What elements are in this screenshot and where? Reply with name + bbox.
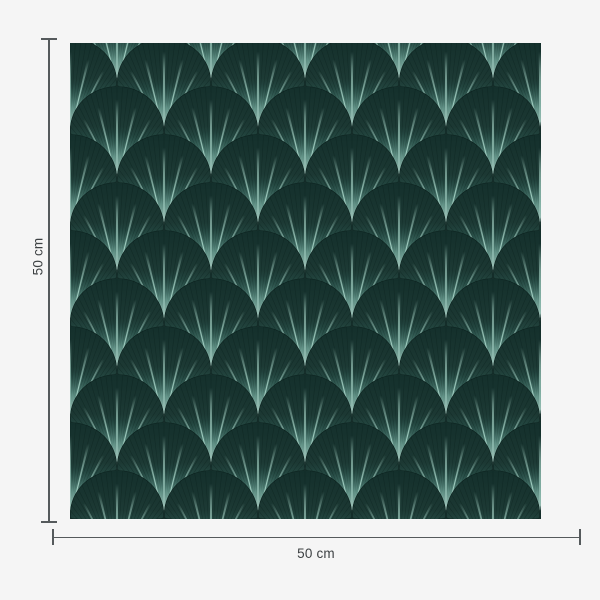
vertical-dimension-cap-top	[41, 38, 57, 40]
horizontal-dimension-line	[52, 536, 580, 538]
vertical-dimension-cap-bottom	[41, 521, 57, 523]
vertical-dimension-line	[48, 38, 50, 523]
tile-swatch-image	[70, 43, 541, 519]
horizontal-dimension-cap-right	[578, 529, 581, 545]
horizontal-dimension-cap-left	[52, 529, 54, 545]
vertical-dimension-label: 50 cm	[30, 237, 46, 276]
fan-pattern-graphic	[70, 43, 541, 519]
horizontal-dimension-label: 50 cm	[297, 546, 335, 561]
fan-pattern-surface	[70, 43, 541, 519]
